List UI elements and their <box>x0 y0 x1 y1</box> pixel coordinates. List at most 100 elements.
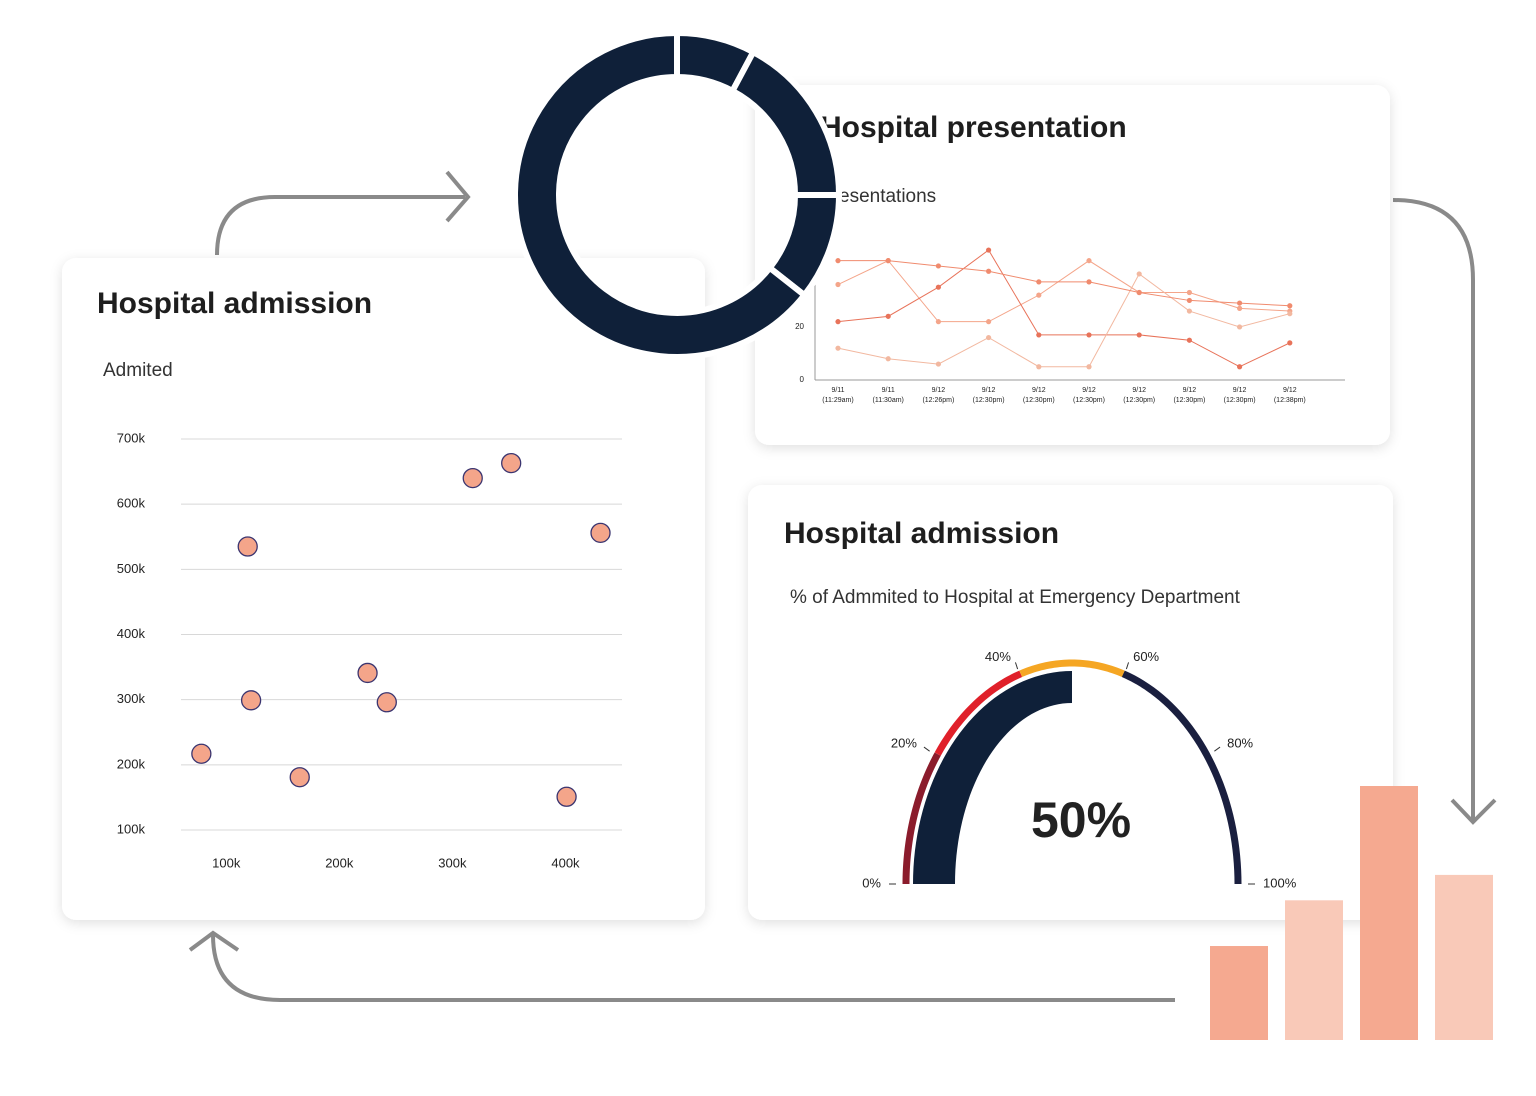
line <box>837 249 1291 368</box>
x-tick-label: (12:26pm) <box>922 397 954 404</box>
x-tick-label: 9/12 <box>1233 387 1247 394</box>
x-tick-label: (12:30pm) <box>1123 397 1155 404</box>
gauge-band <box>934 670 1023 756</box>
point <box>1036 292 1042 298</box>
point <box>986 319 992 325</box>
x-tick-label: (12:30pm) <box>1023 397 1055 404</box>
gauge-value-label: 50% <box>1031 792 1131 848</box>
bar <box>1210 946 1268 1040</box>
bar <box>1435 874 1493 1040</box>
point <box>240 690 262 711</box>
line <box>838 260 1290 307</box>
x-tick-label: 9/12 <box>1132 387 1146 394</box>
gauge-tick <box>1014 662 1019 670</box>
x-tick-label: 400k <box>551 855 580 870</box>
card-title: Hospital admission <box>97 287 372 320</box>
point <box>885 313 891 319</box>
point <box>1237 300 1243 306</box>
point <box>1036 332 1042 338</box>
point <box>1086 258 1092 264</box>
point <box>376 692 397 713</box>
card-subtitle: Admited <box>103 360 173 381</box>
point <box>986 268 992 274</box>
arrow-head <box>445 170 471 223</box>
point <box>1086 364 1092 370</box>
card <box>755 85 1390 445</box>
point <box>1287 340 1293 346</box>
gauge-tick-label: 20% <box>891 736 917 751</box>
point <box>191 743 212 764</box>
x-tick-label: (12:38pm) <box>1274 397 1306 404</box>
gauge-band <box>1019 659 1125 678</box>
point <box>1086 279 1092 285</box>
arrows <box>188 170 1497 1002</box>
y-tick-label: 100k <box>117 821 146 836</box>
point <box>986 247 992 253</box>
point <box>462 467 483 489</box>
y-tick-label: 200k <box>117 756 146 771</box>
x-tick-label: (12:30pm) <box>1224 397 1256 404</box>
point <box>935 284 942 290</box>
x-tick-label: 9/11 <box>882 387 895 394</box>
arrow <box>1392 198 1475 820</box>
x-tick-label: (11:30am) <box>873 397 904 404</box>
arrow <box>215 195 465 256</box>
y-tick-label: 700k <box>117 430 146 445</box>
gauge-tick <box>1125 662 1130 670</box>
point <box>590 522 611 543</box>
y-tick-label: 300k <box>117 691 146 706</box>
point <box>835 319 841 325</box>
point <box>237 536 258 557</box>
gauge-tick-label: 80% <box>1227 736 1253 751</box>
point <box>835 281 841 288</box>
point <box>1186 289 1192 296</box>
point <box>556 786 577 807</box>
line <box>837 260 1290 323</box>
x-tick-label: 100k <box>212 855 241 870</box>
point <box>289 767 310 788</box>
point <box>1287 303 1293 309</box>
gauge-tick-label: 60% <box>1133 649 1159 664</box>
y-tick-label: 600k <box>117 496 146 511</box>
arrow-head <box>1450 798 1497 825</box>
arrow-head <box>188 930 240 952</box>
x-tick-label: 9/11 <box>831 387 844 394</box>
point <box>835 258 841 264</box>
y-tick-label: 20 <box>795 322 804 331</box>
point <box>1237 305 1243 311</box>
point <box>1237 364 1243 370</box>
point <box>885 258 891 264</box>
card-title: Hospital admission <box>784 517 1059 550</box>
arrow <box>211 934 1175 1002</box>
point <box>1186 297 1192 304</box>
x-tick-label: 9/12 <box>1082 387 1096 394</box>
point <box>1136 332 1142 338</box>
card-subtitle: Presentations <box>820 186 936 207</box>
x-tick-label: (12:30pm) <box>1173 397 1205 404</box>
point <box>935 263 942 269</box>
point <box>1237 324 1243 330</box>
y-tick-label: 0 <box>800 375 805 384</box>
point <box>1036 364 1042 370</box>
point <box>935 361 942 367</box>
gauge-band <box>1121 670 1242 885</box>
point <box>1136 271 1142 277</box>
gauge-tick <box>923 746 930 752</box>
x-tick-label: 9/12 <box>1183 387 1197 394</box>
y-tick-label: 500k <box>117 561 146 576</box>
point <box>501 452 522 474</box>
x-tick-label: (11:29am) <box>822 397 853 404</box>
point <box>357 662 378 684</box>
x-tick-label: 9/12 <box>1032 387 1046 394</box>
gauge-tick-label: 0% <box>862 875 881 890</box>
y-tick-label: 400k <box>117 626 146 641</box>
x-tick-label: (12:30pm) <box>1073 397 1105 404</box>
gauge-tick <box>1214 746 1221 752</box>
x-tick-label: (12:30pm) <box>973 397 1005 404</box>
point <box>835 345 841 351</box>
bar <box>1285 900 1343 1040</box>
line <box>837 273 1290 368</box>
gauge-tick-label: 40% <box>985 649 1011 664</box>
point <box>1287 311 1293 317</box>
point <box>885 356 891 362</box>
